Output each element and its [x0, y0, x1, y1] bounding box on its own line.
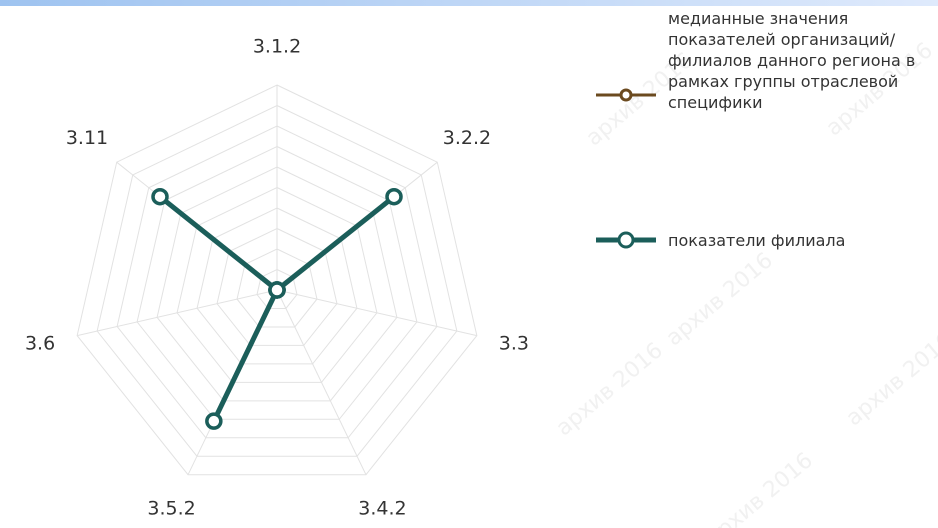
- point: [385, 187, 403, 206]
- grid-ring: [76, 84, 478, 476]
- grid-ring: [116, 125, 438, 439]
- watermark: архив 2016: [552, 338, 668, 441]
- legend-marker: [617, 231, 635, 249]
- top-bar: [0, 0, 938, 6]
- point: [205, 412, 223, 430]
- legend-label: медианные значения показателей организац…: [668, 9, 916, 112]
- grid-ring: [216, 227, 338, 346]
- watermark: архив 2016: [842, 328, 938, 431]
- spoke: [276, 289, 367, 475]
- axis-label: 3.11: [66, 127, 108, 149]
- grid-ring: [96, 104, 458, 457]
- point: [268, 281, 286, 299]
- grid-ring: [176, 186, 378, 383]
- grid-ring: [156, 166, 398, 402]
- point: [151, 187, 169, 206]
- series-line: [158, 194, 397, 424]
- axis-label: 3.2.2: [443, 127, 491, 149]
- watermark: архив 2016: [662, 248, 778, 351]
- watermark: архив 2016: [702, 448, 818, 528]
- axis-label: 3.1.2: [253, 36, 301, 58]
- spoke: [276, 289, 477, 337]
- axis-label: 3.4.2: [358, 497, 406, 519]
- axis-label: 3.3: [499, 333, 529, 355]
- grid-ring: [196, 207, 358, 365]
- legend-marker: [619, 88, 633, 102]
- axis-label: 3.5.2: [147, 497, 195, 519]
- legend-label: показатели филиала: [668, 231, 846, 250]
- grid-ring: [256, 268, 298, 309]
- grid-ring: [136, 145, 418, 420]
- axis-label: 3.6: [25, 333, 55, 355]
- grid-ring: [236, 248, 318, 328]
- spoke: [77, 289, 278, 337]
